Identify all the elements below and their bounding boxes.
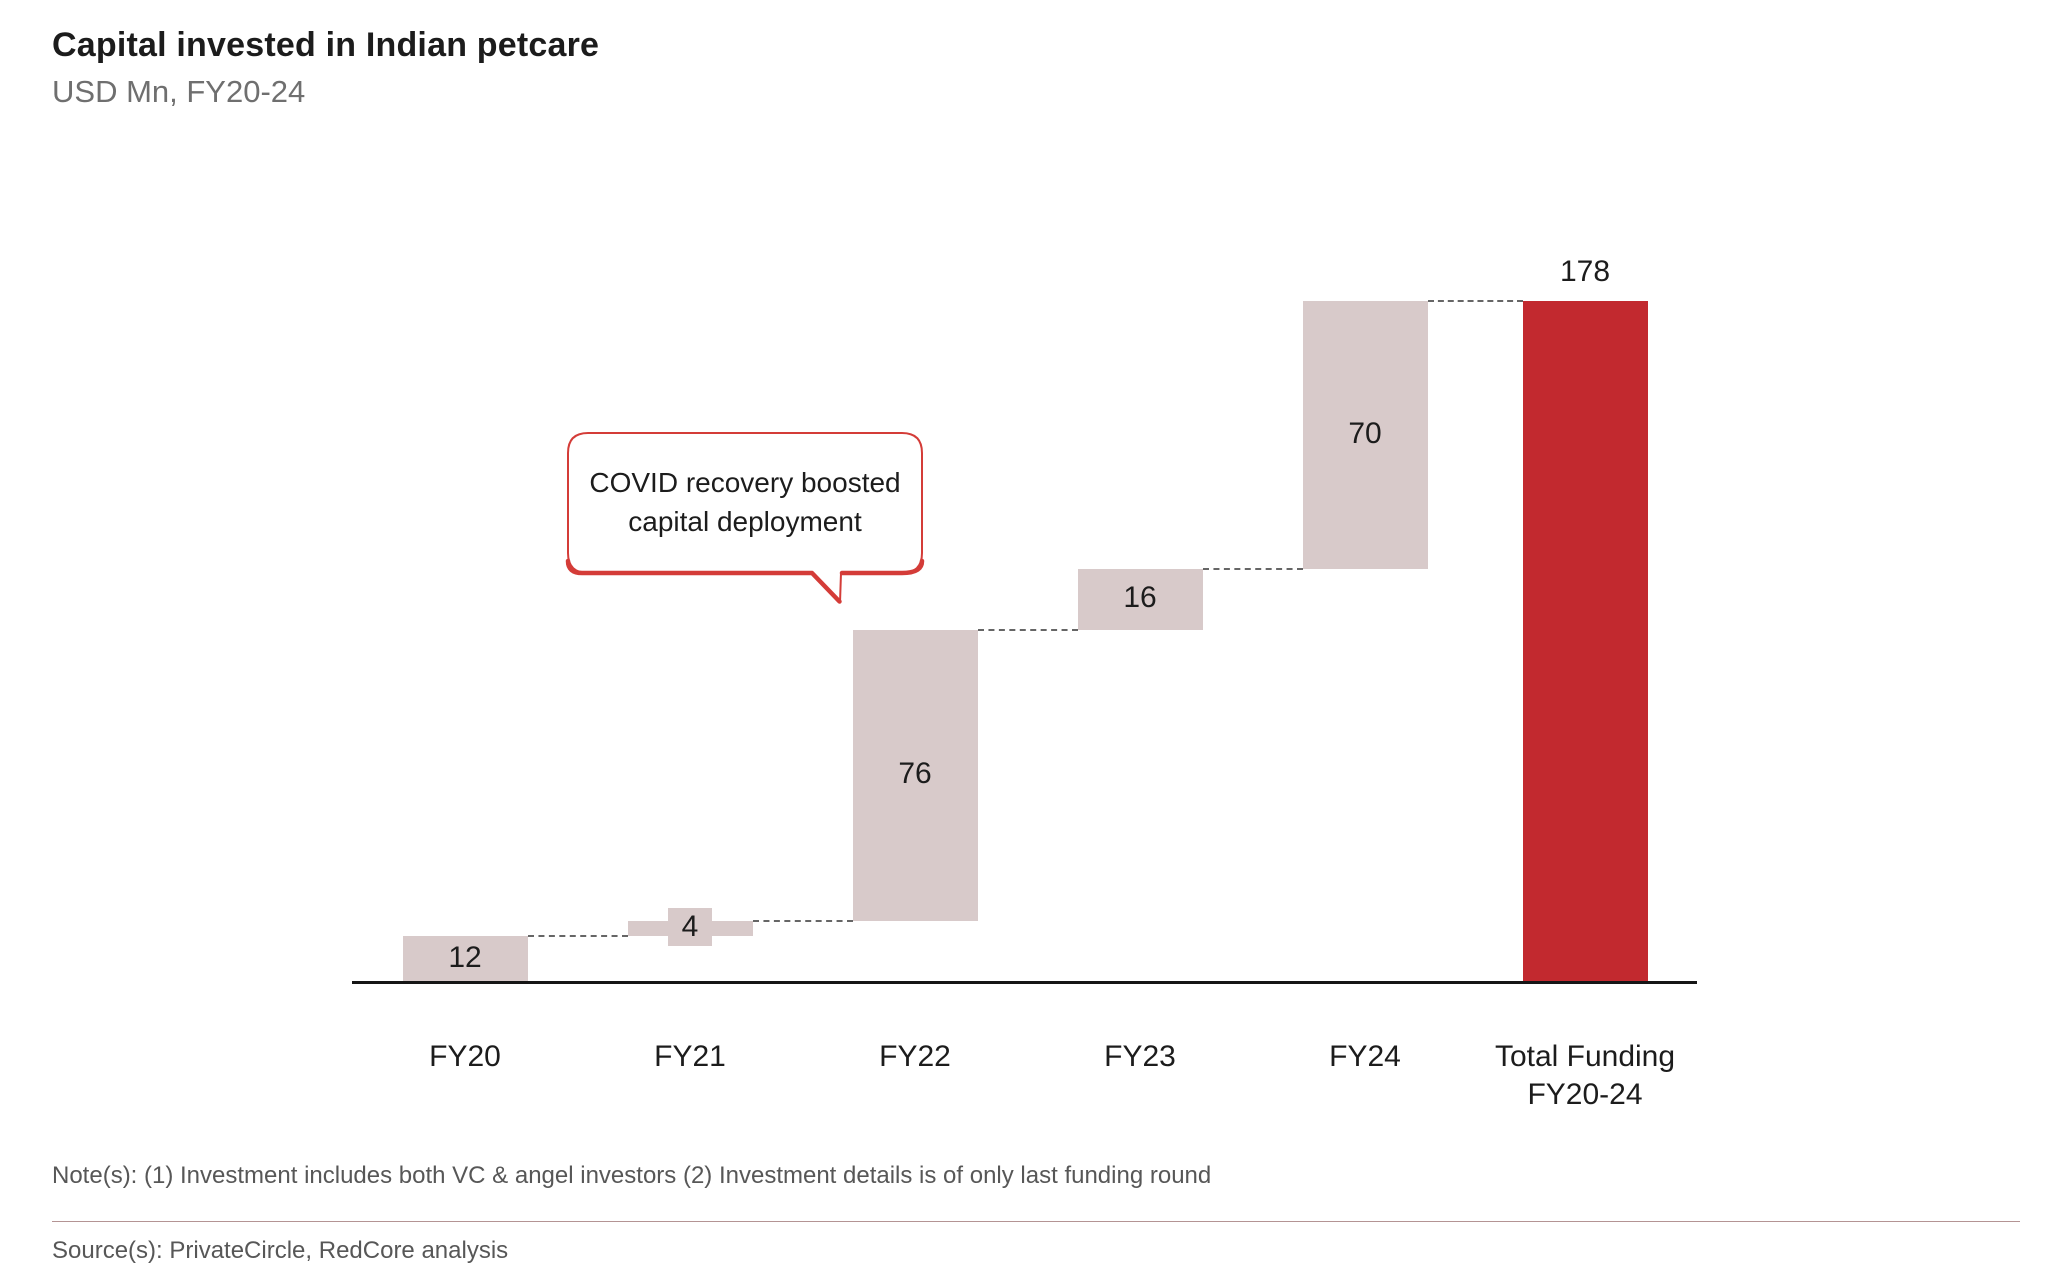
category-label-line: Total Funding: [1494, 1040, 1676, 1073]
category-label-line: FY20: [429, 1040, 501, 1073]
category-label-fy21: FY21: [575, 1038, 805, 1076]
source-text: Source(s): PrivateCircle, RedCore analys…: [52, 1237, 509, 1264]
value-label-fy20: 12: [448, 941, 482, 975]
annotation-callout: COVID recovery boosted capital deploymen…: [558, 424, 938, 624]
waterfall-bar-fy23: [1077, 568, 1203, 630]
value-label-fy22: 76: [898, 757, 932, 791]
category-label-line: FY22: [879, 1040, 951, 1073]
category-label-total-funding-fy20-24: Total Funding FY20-24: [1470, 1038, 1700, 1113]
notes-text: Note(s): (1) Investment includes both VC…: [52, 1162, 1212, 1189]
chart-subtitle: USD Mn, FY20-24: [52, 74, 306, 109]
category-label-fy22: FY22: [800, 1038, 1030, 1076]
category-label-line: FY24: [1329, 1040, 1401, 1073]
category-label-line: FY21: [654, 1040, 726, 1073]
callout-text-line2: capital deployment: [628, 506, 862, 537]
x-axis-line: [352, 981, 1697, 984]
value-label-fy21: 4: [668, 908, 712, 947]
waterfall-connector-2: [752, 919, 853, 922]
waterfall-bar-fy22: [852, 630, 978, 921]
waterfall-bar-total-funding-fy20-24: [1522, 301, 1648, 982]
category-label-line: FY20-24: [1527, 1077, 1643, 1111]
waterfall-bar-fy20: [402, 936, 528, 982]
waterfall-connector-5: [1427, 300, 1523, 302]
callout-text: COVID recovery boosted capital deploymen…: [568, 433, 922, 573]
category-label-fy24: FY24: [1250, 1038, 1480, 1076]
waterfall-connector-4: [1202, 567, 1303, 570]
category-label-line: FY23: [1104, 1040, 1176, 1073]
category-label-fy20: FY20: [350, 1038, 580, 1076]
chart-title: Capital invested in Indian petcare: [52, 26, 600, 64]
callout-bubble-shape: [565, 432, 925, 604]
callout-text-line1: COVID recovery boosted: [589, 467, 901, 499]
waterfall-connector-3: [977, 629, 1078, 632]
category-label-fy23: FY23: [1025, 1038, 1255, 1076]
waterfall-connector-1: [527, 935, 628, 938]
value-label-fy24: 70: [1348, 416, 1382, 450]
waterfall-bar-fy24: [1302, 301, 1428, 569]
footer-divider: [52, 1221, 2020, 1222]
value-label-fy23: 16: [1123, 581, 1157, 615]
value-label-total-funding-fy20-24: 178: [1559, 255, 1611, 288]
